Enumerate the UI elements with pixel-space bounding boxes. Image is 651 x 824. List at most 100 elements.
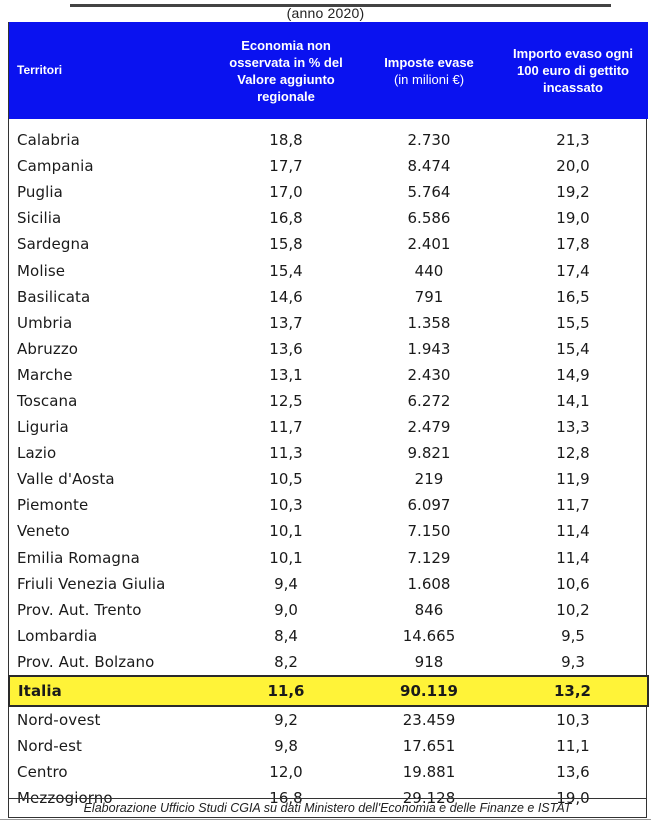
cell-economy-pct: 11,6 (212, 674, 360, 707)
region-row: Basilicata 14,6 791 16,5 (9, 284, 648, 310)
cell-taxes-evaded: 219 (414, 470, 444, 489)
cell-economy-pct: 17,7 (269, 157, 303, 176)
cell-economy-pct: 9,0 (274, 600, 298, 619)
region-row: Puglia 17,0 5.764 19,2 (9, 179, 648, 205)
cell-territory: Basilicata (17, 287, 91, 306)
cell-taxes-evaded: 918 (414, 652, 444, 671)
cell-evaded-per-100: 10,2 (556, 600, 590, 619)
cell-taxes-evaded: 2.430 (407, 365, 451, 384)
area-row: Nord-ovest 9,2 23.459 10,3 (9, 706, 648, 733)
cell-territory: Lazio (17, 444, 57, 463)
cell-territory: Lombardia (17, 626, 98, 645)
cell-taxes-evaded: 6.586 (407, 209, 451, 228)
cell-territory: Sardegna (17, 235, 90, 254)
region-row: Veneto 10,1 7.150 11,4 (9, 518, 648, 544)
cropped-title-strip (0, 0, 651, 8)
cell-economy-pct: 13,7 (269, 313, 303, 332)
cell-evaded-per-100: 10,3 (556, 711, 590, 730)
bottom-rule (0, 819, 651, 820)
cell-economy-pct: 13,1 (269, 365, 303, 384)
cell-taxes-evaded: 1.358 (407, 313, 451, 332)
cell-territory: Emilia Romagna (17, 548, 140, 567)
cell-taxes-evaded: 791 (414, 287, 444, 306)
cell-economy-pct: 14,6 (269, 287, 303, 306)
area-row: Centro 12,0 19.881 13,6 (9, 759, 648, 785)
cell-evaded-per-100: 9,3 (561, 652, 585, 671)
table-subtitle: (anno 2020) (286, 5, 365, 21)
cell-economy-pct: 8,2 (274, 652, 298, 671)
cell-economy-pct: 16,8 (269, 209, 303, 228)
region-row: Lombardia 8,4 14.665 9,5 (9, 623, 648, 649)
cell-taxes-evaded: 17.651 (402, 737, 456, 756)
region-row: Valle d'Aosta 10,5 219 11,9 (9, 466, 648, 492)
cell-territory: Calabria (17, 131, 80, 150)
cell-territory: Campania (17, 157, 94, 176)
cell-territory: Prov. Aut. Trento (17, 600, 142, 619)
region-row: Marche 13,1 2.430 14,9 (9, 362, 648, 388)
cell-taxes-evaded: 90.119 (360, 674, 498, 707)
region-row: Prov. Aut. Bolzano 8,2 918 9,3 (9, 649, 648, 676)
cell-evaded-per-100: 11,4 (556, 522, 590, 541)
cell-evaded-per-100: 21,3 (556, 131, 590, 150)
cell-territory: Friuli Venezia Giulia (17, 574, 166, 593)
cell-evaded-per-100: 11,9 (556, 470, 590, 489)
cell-territory: Puglia (17, 183, 63, 202)
region-row: Sardegna 15,8 2.401 17,8 (9, 231, 648, 257)
cell-territory: Umbria (17, 313, 73, 332)
cell-evaded-per-100: 12,8 (556, 444, 590, 463)
cell-taxes-evaded: 5.764 (407, 183, 451, 202)
region-row: Sicilia 16,8 6.586 19,0 (9, 205, 648, 231)
table-frame (8, 22, 647, 798)
cell-evaded-per-100: 17,4 (556, 261, 590, 280)
header-economy: Economia non osservata in % del Valore a… (212, 22, 360, 119)
cell-territory: Veneto (17, 522, 70, 541)
cell-economy-pct: 10,3 (269, 496, 303, 515)
cell-economy-pct: 15,8 (269, 235, 303, 254)
cell-economy-pct: 9,4 (274, 574, 298, 593)
cell-territory: Sicilia (17, 209, 62, 228)
cell-territory: Italia (8, 674, 212, 707)
cell-economy-pct: 18,8 (269, 131, 303, 150)
total-row: Italia 11,6 90.119 13,2 (8, 674, 649, 707)
cell-territory: Prov. Aut. Bolzano (17, 652, 155, 671)
cell-territory: Toscana (17, 391, 78, 410)
cell-taxes-evaded: 7.129 (407, 548, 451, 567)
region-row: Emilia Romagna 10,1 7.129 11,4 (9, 545, 648, 571)
cell-territory: Molise (17, 261, 66, 280)
cell-evaded-per-100: 14,1 (556, 391, 590, 410)
cell-economy-pct: 10,5 (269, 470, 303, 489)
cell-territory: Valle d'Aosta (17, 470, 115, 489)
cell-evaded-per-100: 13,3 (556, 418, 590, 437)
cell-taxes-evaded: 14.665 (402, 626, 456, 645)
header-row: Territori Economia non osservata in % de… (9, 22, 648, 119)
source-note: Elaborazione Ufficio Studi CGIA su dati … (8, 798, 647, 818)
cell-taxes-evaded: 6.272 (407, 391, 451, 410)
header-territory: Territori (9, 22, 212, 119)
cell-evaded-per-100: 11,1 (556, 737, 590, 756)
cell-taxes-evaded: 9.821 (407, 444, 451, 463)
cell-evaded-per-100: 11,7 (556, 496, 590, 515)
cell-economy-pct: 11,7 (269, 418, 303, 437)
region-row: Molise 15,4 440 17,4 (9, 257, 648, 283)
cell-territory: Centro (17, 763, 68, 782)
cell-economy-pct: 10,1 (269, 548, 303, 567)
cell-economy-pct: 12,5 (269, 391, 303, 410)
cell-evaded-per-100: 9,5 (561, 626, 585, 645)
cell-evaded-per-100: 19,2 (556, 183, 590, 202)
cell-taxes-evaded: 7.150 (407, 522, 451, 541)
region-row: Piemonte 10,3 6.097 11,7 (9, 492, 648, 518)
cell-territory: Nord-est (17, 737, 82, 756)
cell-economy-pct: 11,3 (269, 444, 303, 463)
cell-taxes-evaded: 6.097 (407, 496, 451, 515)
header-taxes: Imposte evase (in milioni €) (360, 22, 498, 119)
region-row: Campania 17,7 8.474 20,0 (9, 153, 648, 179)
spacer-row (9, 119, 648, 127)
cell-evaded-per-100: 13,2 (498, 674, 649, 707)
cell-economy-pct: 15,4 (269, 261, 303, 280)
cell-taxes-evaded: 440 (414, 261, 444, 280)
cell-taxes-evaded: 19.881 (402, 763, 456, 782)
region-row: Liguria 11,7 2.479 13,3 (9, 414, 648, 440)
cell-taxes-evaded: 2.479 (407, 418, 451, 437)
region-row: Abruzzo 13,6 1.943 15,4 (9, 336, 648, 362)
cell-taxes-evaded: 23.459 (402, 711, 456, 730)
